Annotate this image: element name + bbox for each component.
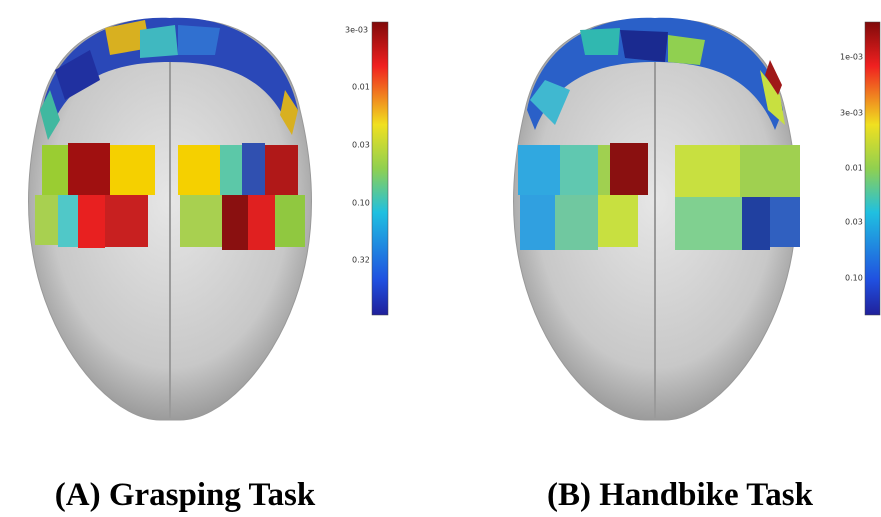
colorbar: [865, 22, 880, 315]
caption: (A) Grasping Task: [55, 477, 316, 513]
figure: 3e-03 0.01 0.03 0.10 0.32 (A) Grasping T…: [0, 0, 881, 517]
brain-b: [514, 18, 800, 420]
colorbar-tick: 0.03: [352, 141, 370, 150]
colorbar-tick: 0.10: [352, 199, 370, 208]
brain-a: [29, 18, 312, 420]
colorbar-tick: 3e-03: [840, 109, 863, 118]
colorbar-tick: 0.01: [845, 164, 863, 173]
colorbar-tick: 0.01: [352, 83, 370, 92]
colorbar-tick: 0.03: [845, 218, 863, 227]
colorbar-tick: 3e-03: [345, 26, 368, 35]
caption: (B) Handbike Task: [547, 477, 814, 513]
colorbar-tick: 1e-03: [840, 53, 863, 62]
colorbar-tick: 0.10: [845, 274, 863, 283]
colorbar: [372, 22, 388, 315]
colorbar-tick: 0.32: [352, 256, 370, 265]
